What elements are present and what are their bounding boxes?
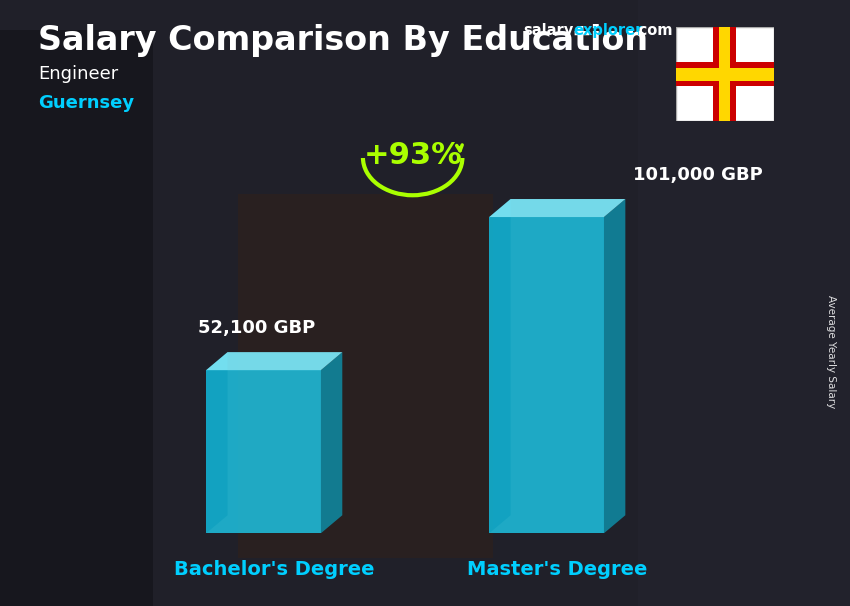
- Text: .com: .com: [633, 23, 672, 38]
- Text: Engineer: Engineer: [38, 65, 118, 84]
- Polygon shape: [490, 199, 511, 533]
- Polygon shape: [320, 352, 343, 533]
- Bar: [713, 27, 736, 121]
- Text: 52,100 GBP: 52,100 GBP: [198, 319, 315, 337]
- Polygon shape: [206, 352, 228, 533]
- Polygon shape: [490, 199, 626, 217]
- Bar: [719, 27, 730, 121]
- Text: 101,000 GBP: 101,000 GBP: [633, 166, 762, 184]
- Bar: [206, 370, 320, 533]
- Bar: [676, 67, 774, 81]
- Text: Master's Degree: Master's Degree: [467, 559, 648, 579]
- Bar: [238, 194, 493, 558]
- Bar: [676, 62, 774, 86]
- Text: explorer: explorer: [574, 23, 643, 38]
- Bar: [490, 217, 604, 533]
- Text: salary: salary: [523, 23, 573, 38]
- Bar: [638, 0, 850, 606]
- Text: Average Yearly Salary: Average Yearly Salary: [826, 295, 836, 408]
- Bar: [0, 30, 153, 606]
- Text: +93%: +93%: [363, 141, 462, 170]
- Polygon shape: [604, 199, 626, 533]
- Text: Bachelor's Degree: Bachelor's Degree: [174, 559, 375, 579]
- Polygon shape: [206, 352, 343, 370]
- Text: Salary Comparison By Education: Salary Comparison By Education: [38, 24, 649, 57]
- Text: Guernsey: Guernsey: [38, 94, 134, 112]
